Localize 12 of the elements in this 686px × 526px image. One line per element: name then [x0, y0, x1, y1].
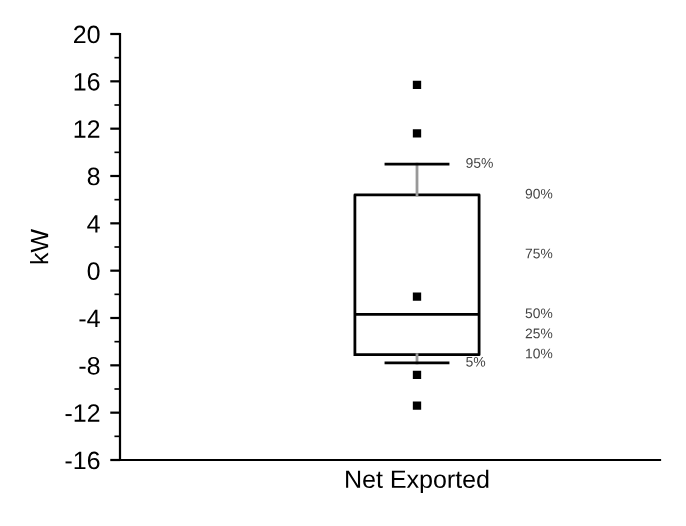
- y-tick-label: 20: [74, 25, 100, 44]
- x-tick-label: Net Exported: [346, 469, 489, 494]
- y-tick-label: 12: [74, 120, 100, 138]
- y-axis-title: kW: [30, 229, 49, 264]
- y-tick-label: -16: [65, 451, 100, 470]
- y-tick-label: 4: [87, 215, 100, 233]
- y-tick-label: 0: [87, 262, 100, 280]
- y-tick-label: 16: [74, 72, 100, 91]
- y-tick-label: -8: [79, 356, 100, 375]
- y-tick-label: -12: [65, 404, 100, 422]
- y-tick-label: 8: [87, 167, 100, 186]
- y-tick-label: -4: [79, 309, 100, 328]
